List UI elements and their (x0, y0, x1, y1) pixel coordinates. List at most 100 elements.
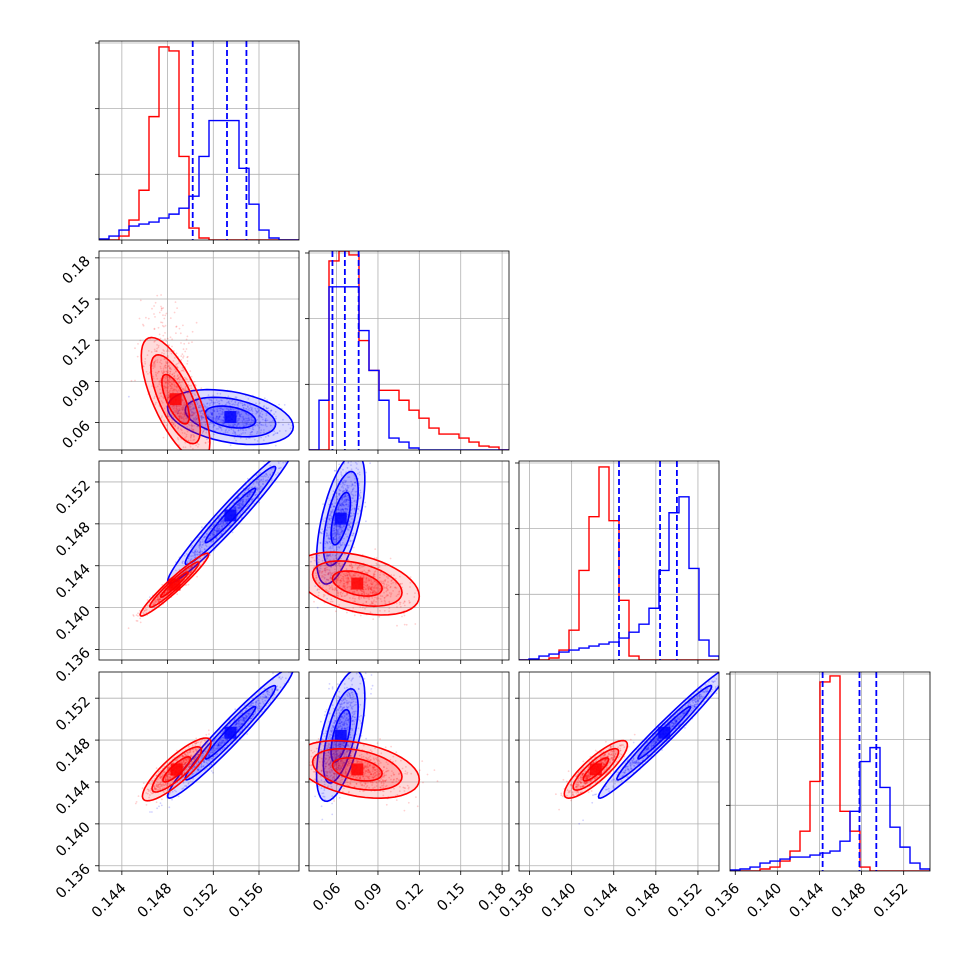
sample-point (200, 417, 203, 419)
sample-point (229, 402, 231, 405)
sample-point (190, 375, 193, 378)
sample-point (176, 412, 179, 415)
sample-point (190, 414, 192, 417)
sample-point (182, 416, 184, 419)
sample-point (260, 485, 262, 488)
sample-point (240, 506, 243, 509)
sample-point (170, 382, 173, 385)
sample-point (151, 307, 153, 310)
sample-point (167, 413, 169, 415)
sample-point (191, 341, 193, 343)
sample-point (144, 361, 146, 363)
sample-point (153, 361, 156, 363)
sample-point (164, 377, 167, 380)
sample-point (258, 402, 261, 405)
sample-point (205, 407, 208, 410)
sample-point (154, 371, 157, 374)
sample-point (233, 430, 235, 433)
sample-point (207, 394, 210, 396)
sample-point (265, 419, 267, 422)
sample-point (322, 503, 324, 505)
sample-point (179, 415, 182, 417)
sample-point (171, 387, 174, 390)
sample-point (267, 435, 270, 437)
sample-point (280, 667, 282, 669)
sample-point (265, 406, 268, 409)
sample-point (160, 359, 162, 362)
sample-point (278, 430, 281, 432)
sample-point (169, 370, 172, 373)
sample-point (253, 438, 256, 441)
sample-point (167, 381, 170, 383)
sample-point (191, 392, 194, 395)
sample-point (273, 430, 276, 433)
sample-point (181, 561, 184, 564)
sample-point (157, 326, 160, 329)
sample-point (197, 443, 200, 446)
sample-point (199, 550, 202, 553)
sample-point (212, 771, 214, 774)
sample-point (180, 412, 183, 414)
sample-point (187, 439, 190, 442)
sample-point (136, 355, 139, 358)
sample-point (175, 386, 178, 389)
sample-point (172, 422, 175, 425)
sample-point (219, 415, 222, 418)
sample-point (251, 434, 253, 437)
sample-point (177, 438, 180, 441)
sample-point (230, 400, 233, 403)
sample-point (270, 409, 273, 412)
sample-point (204, 544, 207, 546)
sample-point (175, 405, 178, 408)
sample-point (216, 530, 219, 532)
sample-point (194, 550, 196, 553)
sample-point (167, 364, 170, 367)
sample-point (180, 415, 183, 418)
sample-point (257, 410, 260, 413)
sample-point (179, 428, 182, 431)
sample-point (171, 798, 173, 801)
sample-point (175, 404, 178, 407)
sample-point (249, 406, 252, 409)
sample-point (148, 596, 151, 598)
sample-point (249, 431, 252, 434)
sample-point (246, 423, 248, 426)
sample-point (164, 386, 167, 389)
sample-point (192, 417, 195, 420)
sample-point (257, 478, 260, 481)
sample-point (246, 423, 249, 425)
sample-point (162, 369, 165, 371)
sample-point (165, 367, 168, 369)
sample-point (251, 430, 254, 433)
sample-point (139, 621, 142, 624)
sample-point (166, 387, 169, 389)
sample-point (163, 385, 166, 388)
sample-point (243, 491, 246, 493)
sample-point (183, 419, 185, 421)
sample-point (175, 407, 178, 410)
sample-point (260, 424, 263, 426)
sample-point (198, 465, 200, 467)
sample-point (211, 525, 214, 528)
sample-point (168, 418, 171, 421)
sample-point (169, 367, 172, 369)
sample-point (260, 423, 262, 426)
sample-point (180, 417, 183, 419)
sample-point (241, 404, 244, 407)
sample-point (175, 332, 177, 335)
sample-point (242, 407, 245, 409)
sample-point (184, 386, 187, 388)
panel-frame (729, 671, 931, 872)
sample-point (175, 389, 178, 392)
sample-point (158, 383, 161, 385)
sample-point (287, 452, 289, 454)
sample-point (195, 411, 197, 414)
sample-point (163, 420, 166, 423)
sample-point (286, 451, 288, 453)
sample-point (145, 370, 148, 373)
sample-point (266, 419, 269, 422)
sample-point (262, 483, 264, 485)
sample-point (378, 615, 381, 618)
sample-point (189, 413, 192, 416)
sample-point (216, 408, 219, 411)
